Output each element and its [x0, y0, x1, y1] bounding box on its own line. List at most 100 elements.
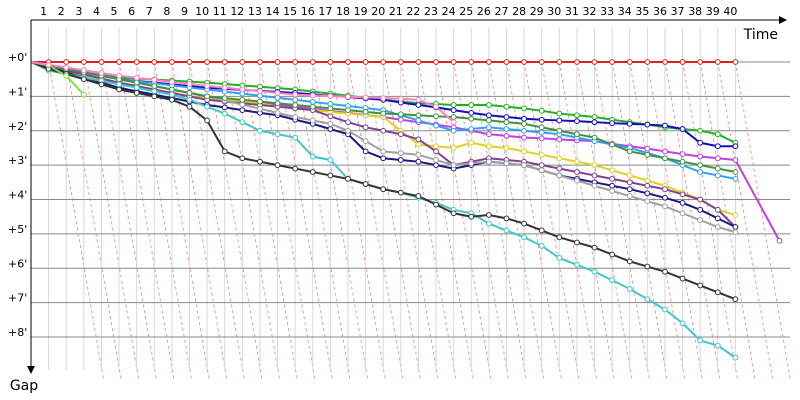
point: [609, 59, 616, 65]
point: [257, 105, 263, 112]
point: [327, 126, 334, 132]
y-tick-label: +3': [8, 154, 27, 167]
point: [433, 143, 439, 150]
x-tick-label: 16: [301, 5, 315, 18]
x-tick-label: 4: [93, 5, 100, 18]
x-tick-label: 34: [618, 5, 632, 18]
point: [574, 169, 580, 175]
y-tick-label: +8': [8, 326, 27, 339]
point: [626, 285, 633, 292]
point: [714, 131, 721, 138]
point: [556, 234, 563, 241]
point: [345, 59, 351, 65]
point: [450, 162, 457, 169]
x-tick-label: 11: [213, 5, 227, 18]
point: [450, 107, 457, 114]
x-tick-label: 2: [58, 5, 65, 18]
point: [732, 143, 739, 150]
point: [116, 72, 122, 79]
point: [257, 127, 263, 134]
x-tick-label: 32: [583, 5, 597, 18]
point: [397, 59, 404, 65]
x-tick-label: 29: [530, 5, 544, 18]
point: [345, 93, 351, 100]
point: [679, 200, 686, 206]
point: [714, 165, 721, 172]
x-tick-label: 14: [266, 5, 280, 18]
x-tick-label: 24: [442, 5, 456, 18]
point: [485, 158, 492, 165]
point: [662, 268, 668, 275]
point: [697, 169, 704, 175]
point: [503, 114, 510, 120]
point: [450, 119, 457, 126]
point: [521, 148, 527, 155]
point: [521, 120, 527, 127]
point: [679, 158, 686, 165]
point: [574, 59, 580, 65]
point: [433, 103, 439, 110]
lap-line: [576, 61, 633, 381]
point: [662, 306, 668, 313]
point: [697, 127, 704, 134]
point: [450, 145, 457, 151]
point: [239, 86, 246, 93]
point: [591, 134, 598, 141]
point: [380, 110, 387, 117]
point: [609, 175, 616, 182]
point: [63, 59, 70, 65]
point: [662, 186, 668, 193]
point: [309, 103, 316, 110]
point: [397, 150, 404, 156]
point: [644, 59, 651, 65]
point: [609, 167, 616, 174]
point: [697, 153, 704, 160]
point: [397, 95, 404, 102]
x-tick-label: 9: [181, 5, 188, 18]
point: [714, 155, 721, 162]
point: [221, 59, 228, 65]
point: [397, 111, 404, 118]
point: [168, 86, 175, 93]
point: [644, 263, 651, 270]
lap-line: [541, 61, 598, 381]
point: [521, 134, 527, 141]
point: [591, 182, 598, 189]
point: [257, 59, 263, 65]
point: [362, 181, 369, 187]
point: [556, 172, 563, 179]
point: [538, 107, 545, 114]
point: [80, 91, 87, 98]
point: [521, 127, 527, 134]
x-tick-label: 28: [512, 5, 526, 18]
point: [450, 210, 457, 217]
lap-line: [717, 61, 774, 381]
point: [221, 110, 228, 117]
point: [186, 96, 193, 103]
y-tick-label: +6': [8, 257, 27, 270]
point: [433, 162, 439, 169]
point: [327, 93, 334, 99]
point: [133, 79, 140, 86]
point: [714, 206, 721, 213]
point: [662, 194, 668, 201]
point: [644, 151, 651, 158]
point: [362, 124, 369, 131]
point: [485, 112, 492, 119]
point: [662, 122, 668, 129]
point: [133, 59, 140, 65]
point: [503, 215, 510, 222]
point: [309, 153, 316, 160]
lap-line: [453, 61, 510, 381]
point: [591, 114, 598, 120]
point: [204, 117, 211, 124]
point: [309, 169, 316, 175]
point: [574, 158, 580, 165]
point: [697, 59, 704, 65]
point: [609, 120, 616, 127]
point: [503, 133, 510, 139]
point: [485, 220, 492, 227]
x-tick-label: 21: [389, 5, 403, 18]
point: [433, 59, 439, 65]
point: [679, 151, 686, 158]
